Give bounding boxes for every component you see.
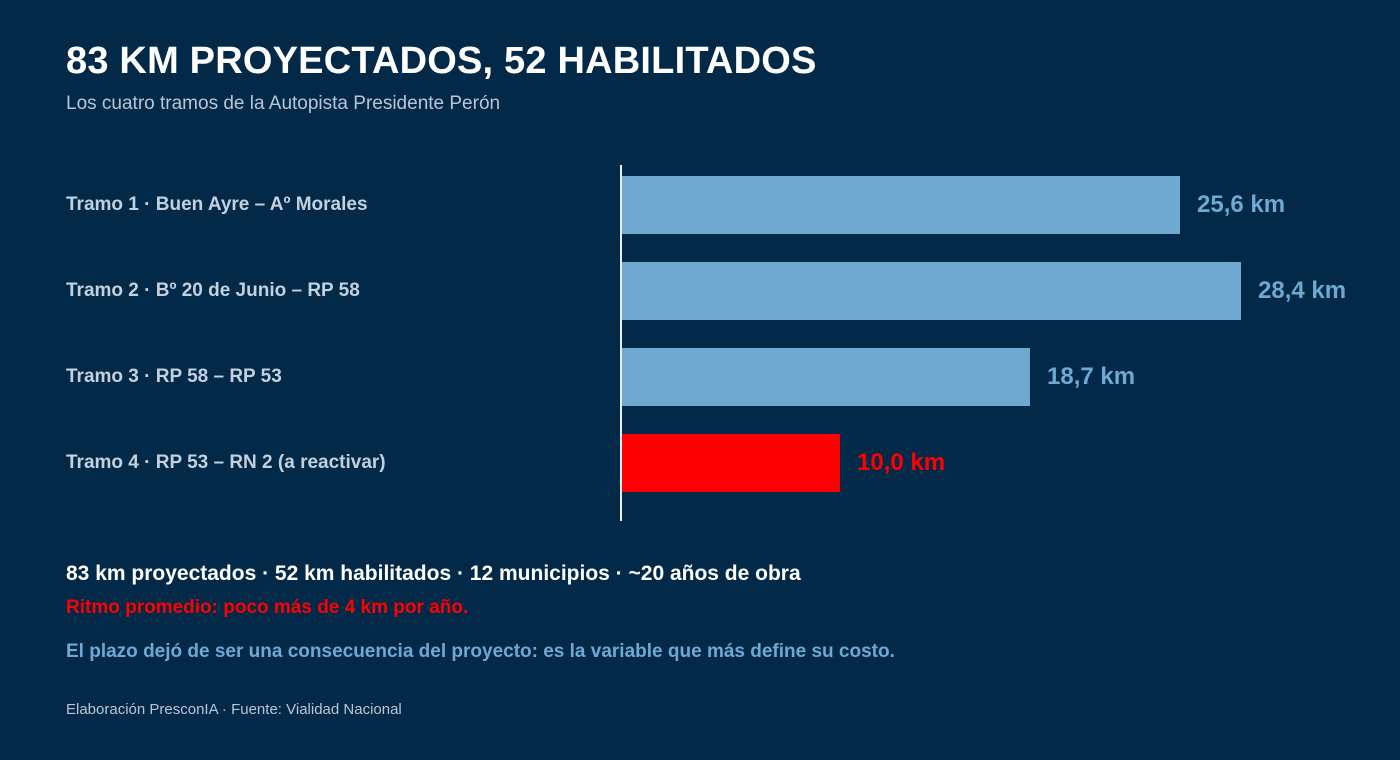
takeaway-note: El plazo dejó de ser una consecuencia de… [66,641,895,662]
bar-tramo-1 [622,176,1180,234]
chart-subtitle: Los cuatro tramos de la Autopista Presid… [66,93,501,114]
summary-line: 83 km proyectados · 52 km habilitados · … [66,562,801,585]
value-label: 25,6 km [1197,191,1286,218]
value-label: 18,7 km [1047,363,1136,390]
value-label: 10,0 km [857,449,946,476]
rhythm-note: Ritmo promedio: poco más de 4 km por año… [66,597,469,618]
category-label: Tramo 2 · Bº 20 de Junio – RP 58 [66,280,360,301]
value-label: 28,4 km [1258,277,1347,304]
category-label: Tramo 1 · Buen Ayre – Aº Morales [66,194,368,215]
chart-title: 83 KM PROYECTADOS, 52 HABILITADOS [66,40,817,82]
source-credit: Elaboración PresconIA · Fuente: Vialidad… [66,701,402,718]
y-axis-line [620,165,622,521]
bar-tramo-4 [622,434,840,492]
category-label: Tramo 4 · RP 53 – RN 2 (a reactivar) [66,452,386,473]
bar-tramo-2 [622,262,1241,320]
category-label: Tramo 3 · RP 58 – RP 53 [66,366,282,387]
bar-tramo-3 [622,348,1030,406]
